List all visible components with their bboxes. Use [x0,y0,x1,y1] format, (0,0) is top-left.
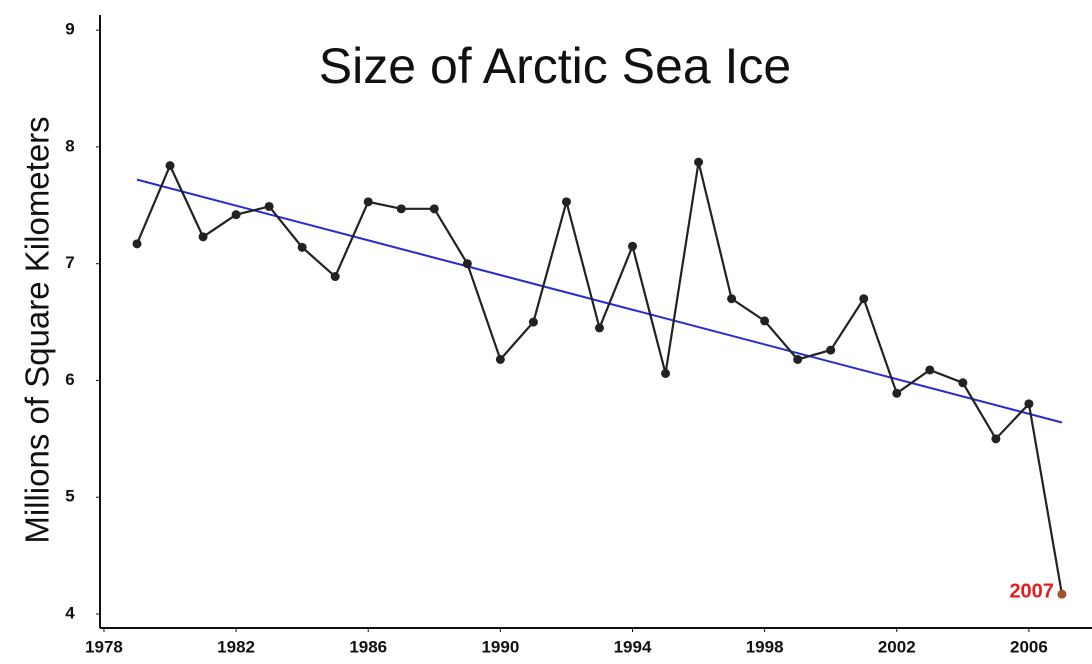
y-tick-label: 8 [65,136,74,155]
x-tick-label: 2002 [878,637,916,656]
data-point [594,323,604,333]
y-tick-label: 4 [65,603,75,622]
data-point [661,368,671,378]
data-point [297,242,307,252]
data-point [231,210,241,220]
y-tick-label: 6 [65,370,74,389]
x-tick-label: 1986 [349,637,387,656]
data-point [462,259,472,269]
data-point [165,161,175,171]
data-point [826,345,836,355]
x-tick-label: 1994 [614,637,652,656]
data-point [528,317,538,327]
data-point [1057,589,1067,599]
y-tick-label: 9 [65,20,74,39]
x-tick-label: 1978 [85,637,123,656]
data-point [429,204,439,214]
data-point [628,241,638,251]
data-point [132,239,142,249]
y-tick-label: 5 [65,487,74,506]
data-point [561,197,571,207]
data-point [727,294,737,304]
data-point [991,434,1001,444]
x-tick-label: 1982 [217,637,255,656]
data-point [198,232,208,242]
data-line [135,161,1064,595]
x-tick-label: 1998 [746,637,784,656]
data-point [1024,399,1034,409]
data-point [925,365,935,375]
data-point [264,201,274,211]
data-point [396,204,406,214]
data-point [363,197,373,207]
data-point [495,354,505,364]
y-tick-label: 7 [65,253,74,272]
trend-line [136,178,1063,424]
data-point [330,272,340,282]
x-tick-label: 1990 [481,637,519,656]
highlight-label: 2007 [1009,580,1054,602]
data-point [694,157,704,167]
data-point [892,388,902,398]
data-point [859,294,869,304]
data-point [958,378,968,388]
chart-title: Size of Arctic Sea Ice [319,38,791,94]
x-tick-label: 2006 [1010,637,1048,656]
data-point [793,354,803,364]
data-point [760,316,770,326]
y-axis-label: Millions of Square Kilometers [19,116,56,543]
